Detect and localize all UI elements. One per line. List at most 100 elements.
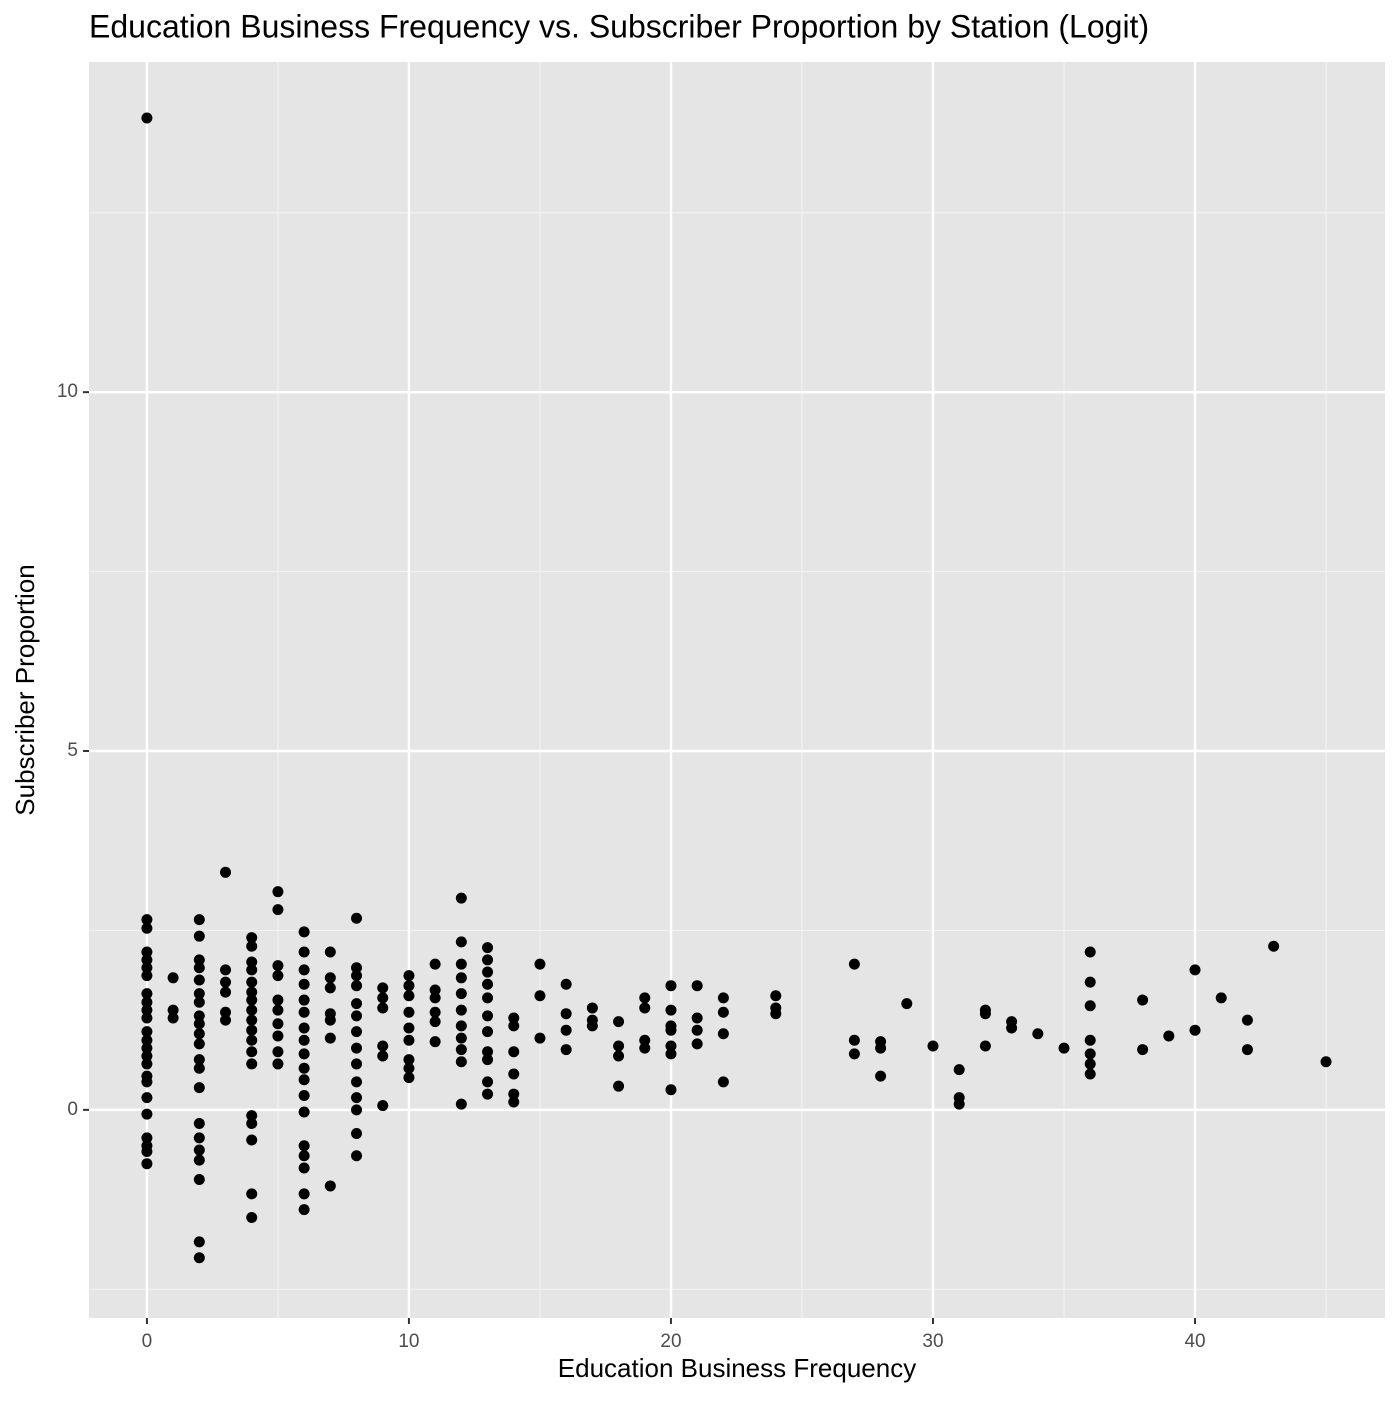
point xyxy=(482,966,494,978)
point xyxy=(665,1048,677,1060)
point xyxy=(220,986,232,998)
point xyxy=(403,1054,415,1066)
y-tick-label: 10 xyxy=(57,381,78,402)
point xyxy=(246,976,258,988)
point xyxy=(193,974,205,986)
point xyxy=(141,1132,153,1144)
point xyxy=(141,1145,153,1157)
point xyxy=(691,980,703,992)
point xyxy=(298,926,310,938)
point xyxy=(508,1012,520,1024)
point xyxy=(1058,1042,1070,1054)
point xyxy=(351,980,363,992)
point xyxy=(246,1058,258,1070)
point xyxy=(298,1162,310,1174)
point xyxy=(665,1084,677,1096)
point xyxy=(272,1004,284,1016)
point xyxy=(508,1096,520,1108)
point xyxy=(1241,1044,1253,1056)
point xyxy=(193,1082,205,1094)
axes: 0 10 20 30 40 0 5 10 xyxy=(57,381,1206,1352)
point xyxy=(717,1028,729,1040)
point xyxy=(246,1110,258,1122)
point xyxy=(429,1036,441,1048)
point xyxy=(613,1050,625,1062)
point xyxy=(141,1108,153,1120)
point xyxy=(848,1034,860,1046)
point xyxy=(324,972,336,984)
point xyxy=(560,978,572,990)
point xyxy=(953,1098,965,1110)
point xyxy=(1006,1022,1018,1034)
point xyxy=(272,1058,284,1070)
point xyxy=(324,946,336,958)
point xyxy=(403,990,415,1002)
point xyxy=(351,998,363,1010)
point xyxy=(586,1002,598,1014)
x-tick-label: 40 xyxy=(1184,1331,1205,1352)
point xyxy=(351,1092,363,1104)
point xyxy=(691,1024,703,1036)
point xyxy=(377,1040,389,1052)
point xyxy=(377,982,389,994)
point xyxy=(351,1128,363,1140)
point xyxy=(246,964,258,976)
point xyxy=(875,1042,887,1054)
point xyxy=(1268,940,1280,952)
point xyxy=(298,994,310,1006)
point xyxy=(193,1236,205,1248)
point xyxy=(613,1016,625,1028)
point xyxy=(324,1180,336,1192)
point xyxy=(141,1012,153,1024)
point xyxy=(482,942,494,954)
point xyxy=(665,980,677,992)
point xyxy=(141,1076,153,1088)
point xyxy=(691,1012,703,1024)
point xyxy=(403,980,415,992)
x-axis-title: Education Business Frequency xyxy=(558,1353,916,1383)
point xyxy=(455,1056,467,1068)
point xyxy=(455,1098,467,1110)
point xyxy=(1084,1058,1096,1070)
point xyxy=(193,1252,205,1264)
point xyxy=(351,912,363,924)
point xyxy=(193,1028,205,1040)
point xyxy=(167,1004,179,1016)
point xyxy=(455,958,467,970)
panel xyxy=(89,62,1385,1318)
point xyxy=(141,112,153,124)
point xyxy=(455,1004,467,1016)
point xyxy=(298,1150,310,1162)
point xyxy=(193,1154,205,1166)
point xyxy=(272,970,284,982)
point xyxy=(272,1030,284,1042)
point xyxy=(246,1212,258,1224)
point xyxy=(979,1040,991,1052)
point xyxy=(246,1014,258,1026)
point xyxy=(455,892,467,904)
point xyxy=(298,1140,310,1152)
point xyxy=(979,1008,991,1020)
grid xyxy=(89,62,1385,1318)
point xyxy=(141,946,153,958)
point xyxy=(403,1072,415,1084)
point xyxy=(901,998,913,1010)
point xyxy=(613,1080,625,1092)
point xyxy=(482,954,494,966)
point xyxy=(455,936,467,948)
point xyxy=(875,1070,887,1082)
point xyxy=(167,1012,179,1024)
point xyxy=(1137,1044,1149,1056)
point xyxy=(141,1026,153,1038)
y-axis-title: Subscriber Proportion xyxy=(10,564,40,815)
point xyxy=(193,1062,205,1074)
point xyxy=(586,1020,598,1032)
point xyxy=(141,962,153,974)
point xyxy=(193,914,205,926)
point xyxy=(220,1006,232,1018)
point xyxy=(193,988,205,1000)
point xyxy=(1189,964,1201,976)
chart-title: Education Business Frequency vs. Subscri… xyxy=(89,8,1149,44)
x-tick-label: 30 xyxy=(922,1331,943,1352)
